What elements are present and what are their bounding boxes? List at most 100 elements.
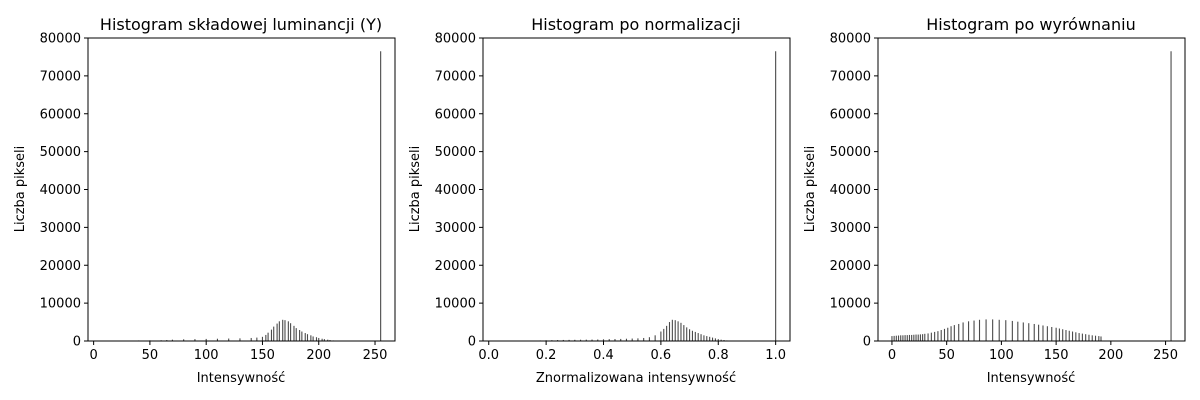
histogram-bar [1081, 333, 1083, 341]
histogram-bar [998, 319, 1000, 341]
histogram-bar [689, 329, 691, 341]
x-tick-label: 100 [989, 348, 1014, 363]
histogram-bar [306, 334, 309, 341]
histogram-bar [267, 332, 269, 341]
histogram-bar [250, 337, 252, 341]
bars [891, 51, 1172, 341]
y-tick-label: 50000 [830, 145, 871, 160]
histogram-bar [321, 338, 323, 341]
histogram-bar [895, 335, 897, 341]
histogram-bar [1170, 51, 1172, 341]
histogram-bar [1088, 334, 1090, 341]
x-tick-label: 0.8 [708, 348, 729, 363]
histogram-bar [660, 331, 662, 341]
y-axis-ticks: 0 10000 20000 30000 40000 50000 60000 70000 8000… [40, 32, 88, 350]
histogram-bar [228, 338, 230, 341]
histogram-bar [580, 339, 582, 341]
histogram-bar [1085, 334, 1087, 341]
histogram-bar [585, 339, 587, 341]
plot-frame [87, 37, 396, 342]
histogram-bar [608, 339, 610, 341]
x-tick-label: 100 [194, 348, 219, 363]
histogram-bar [953, 325, 955, 341]
histogram-bar [711, 337, 714, 341]
x-tick-label: 1.0 [765, 348, 786, 363]
histogram-bar [310, 335, 312, 341]
histogram-bar [602, 339, 605, 341]
histogram-bar [380, 51, 382, 341]
y-tick-label: 0 [468, 335, 476, 350]
histogram-panel-normalized: Histogram po normalizacji 0.0 0.2 0.4 0.6 0.… [408, 15, 791, 386]
histogram-bar [917, 334, 919, 341]
y-axis-label: Liczba pikseli [408, 146, 423, 233]
histogram-bar [205, 338, 207, 341]
histogram-bar [1055, 327, 1057, 341]
histogram-bar [1071, 331, 1074, 341]
histogram-bar [985, 319, 987, 341]
histogram-bar [304, 333, 306, 341]
x-axis-ticks: 0 50 100 150 200 250 [888, 341, 1178, 363]
histogram-bar [290, 323, 292, 341]
y-tick-label: 0 [863, 335, 871, 350]
histogram-bar [261, 336, 264, 341]
histogram-bar [295, 328, 297, 341]
histogram-bar [574, 339, 576, 341]
histogram-bar [717, 339, 719, 341]
y-tick-label: 10000 [435, 297, 476, 312]
x-axis-label: Intensywność [987, 371, 1076, 386]
histogram-bar [962, 322, 964, 341]
histogram-bar [648, 337, 650, 341]
x-axis-label: Intensywność [197, 371, 286, 386]
histogram-bar [911, 334, 913, 341]
histogram-bar [315, 337, 318, 341]
histogram-bar [943, 328, 946, 341]
histogram-bar [183, 339, 185, 341]
y-tick-label: 20000 [830, 259, 871, 274]
histogram-bar [947, 327, 949, 341]
histogram-panel-luminance: Histogram składowej luminancji (Y) 0 50 10… [13, 15, 396, 386]
histogram-bar [1091, 335, 1093, 341]
histogram-bar [631, 338, 633, 341]
y-tick-label: 70000 [830, 69, 871, 84]
histogram-bar [902, 335, 904, 341]
histogram-bar [934, 331, 936, 341]
histogram-bar [265, 334, 267, 341]
histogram-bar [1042, 325, 1044, 341]
histogram-bar [1100, 336, 1102, 341]
y-tick-label: 10000 [830, 297, 871, 312]
histogram-bar [270, 329, 273, 341]
histogram-bar [625, 338, 628, 341]
histogram-bar [930, 332, 932, 341]
histogram-bar [643, 337, 645, 341]
y-axis-ticks: 0 10000 20000 30000 40000 50000 60000 70000 8000… [435, 32, 483, 350]
histogram-bar [900, 335, 902, 341]
histogram-bar [927, 333, 929, 341]
chart-title: Histogram po wyrównaniu [926, 15, 1135, 34]
histogram-bar [1062, 329, 1064, 341]
histogram-bar [256, 337, 258, 341]
y-tick-label: 40000 [40, 183, 81, 198]
chart-title: Histogram składowej luminancji (Y) [100, 15, 382, 34]
plot-frame [877, 37, 1186, 342]
histogram-bar [299, 330, 301, 341]
plot-frame [482, 37, 791, 342]
y-tick-label: 80000 [435, 32, 476, 47]
histogram-bar [694, 331, 696, 341]
histogram-bar [654, 335, 656, 341]
histogram-bar [318, 337, 320, 341]
histogram-bar [700, 334, 702, 341]
histogram-bar [663, 328, 665, 341]
x-tick-label: 200 [306, 348, 331, 363]
histogram-bar [620, 338, 622, 341]
y-tick-label: 20000 [40, 259, 81, 274]
histogram-bar [276, 323, 278, 341]
histogram-bar [720, 339, 722, 341]
histogram-bar [194, 339, 196, 341]
histogram-bar [908, 334, 911, 341]
x-tick-label: 0.0 [478, 348, 499, 363]
histogram-bar [239, 338, 241, 341]
x-tick-label: 150 [250, 348, 275, 363]
histogram-bar [674, 320, 676, 341]
x-tick-label: 0 [89, 348, 97, 363]
